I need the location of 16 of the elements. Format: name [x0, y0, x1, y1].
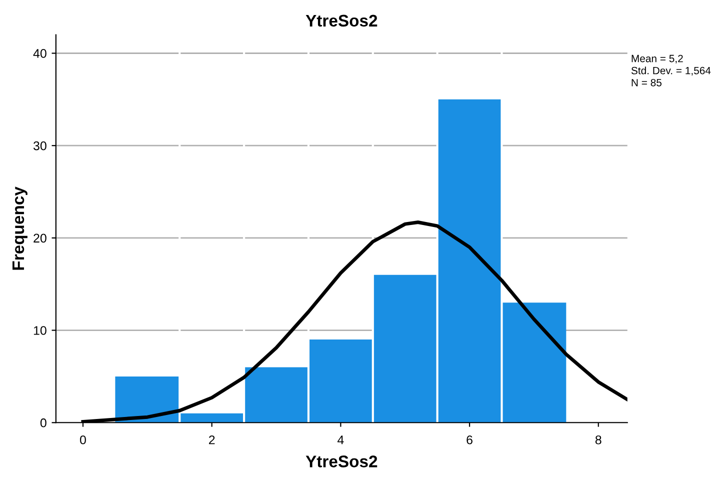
y-tick-label: 40	[33, 49, 46, 58]
y-tick-label: 30	[33, 141, 46, 150]
text: N = 85	[632, 78, 662, 86]
y-axis-title: Frequency	[12, 186, 28, 270]
y-tick-label: 0	[40, 418, 46, 428]
x-tick-label: 0	[80, 435, 86, 444]
x-axis-title: YtreSos2	[306, 456, 378, 468]
y-tick-label: 20	[34, 234, 46, 243]
x-tick-label: 6	[466, 435, 472, 444]
x-tick-label: 4	[337, 436, 344, 444]
x-tick-label: 2	[208, 435, 215, 444]
chart-title: YtreSos2	[306, 14, 378, 27]
text: Mean = 5,2	[632, 54, 683, 64]
text: Std. Dev. = 1,564	[631, 66, 711, 76]
x-tick-label: 8	[595, 435, 602, 444]
y-tick-label: 10	[34, 326, 46, 335]
